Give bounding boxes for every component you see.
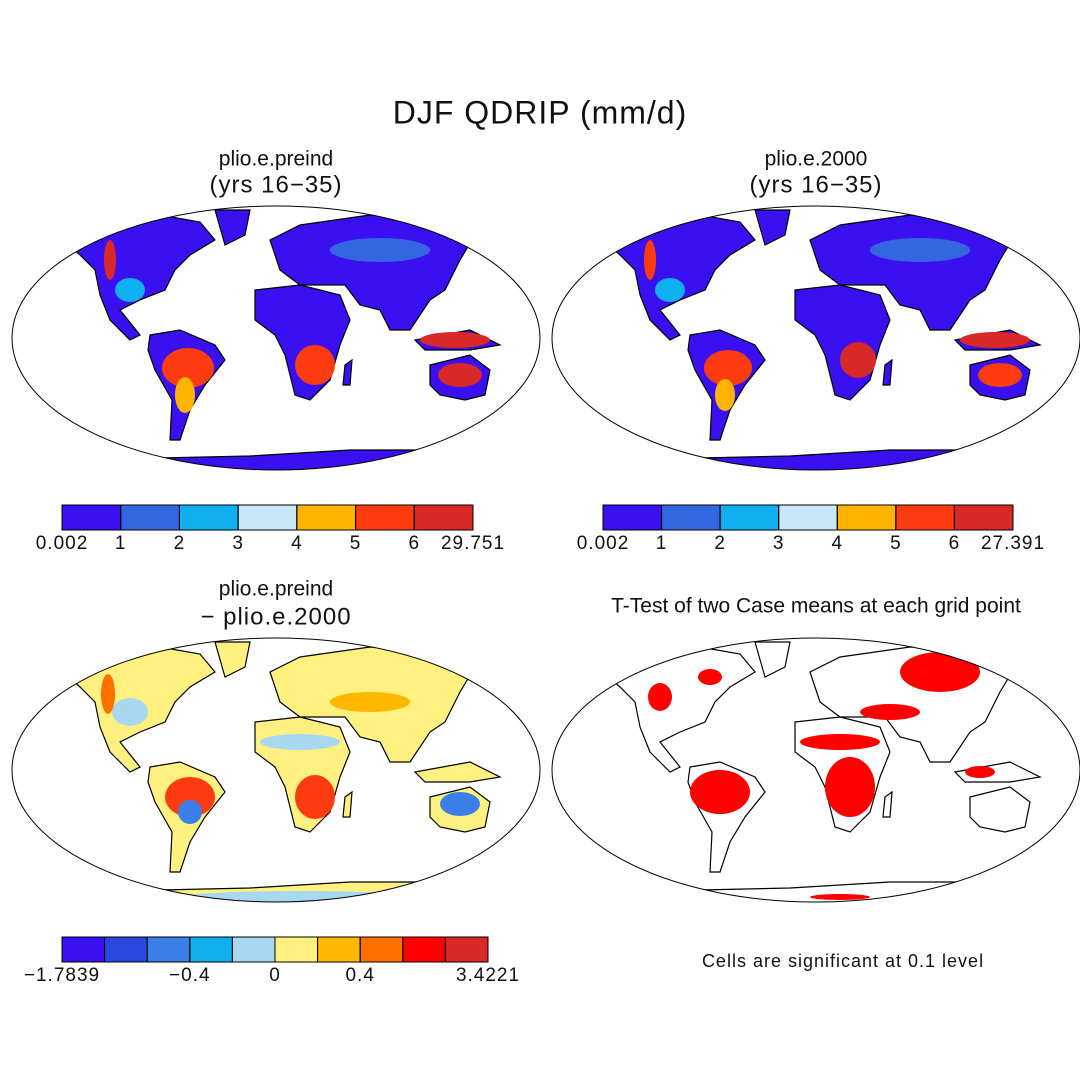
colorbar-swatch xyxy=(413,504,474,531)
colorbar-label: 6 xyxy=(408,533,420,554)
map xyxy=(64,209,501,470)
map-frame xyxy=(11,637,541,903)
colorbar-label: 2 xyxy=(174,533,186,554)
colorbar-swatch xyxy=(104,936,148,963)
panel-title: plio.e.2000 xyxy=(765,148,868,171)
map-frame xyxy=(11,205,541,471)
colorbar-swatch xyxy=(274,936,319,963)
panel-title: plio.e.preind xyxy=(219,578,333,601)
colorbar-label: −0.4 xyxy=(169,965,211,986)
colorbar-swatch xyxy=(402,936,446,963)
panel-subtitle: (yrs 16−35) xyxy=(209,171,342,198)
colorbar-swatch xyxy=(836,504,897,531)
map xyxy=(64,641,501,902)
colorbar-swatch xyxy=(355,504,415,531)
colorbar-swatch xyxy=(359,936,404,963)
colorbar-label: 3.4221 xyxy=(456,965,520,986)
colorbar-swatch xyxy=(317,936,361,963)
colorbar-label: 3 xyxy=(232,533,244,554)
colorbar-label: 27.391 xyxy=(981,533,1045,554)
colorbar-label: 3 xyxy=(773,533,785,554)
colorbar-swatch xyxy=(61,936,106,963)
colorbar-swatch xyxy=(178,504,239,531)
colorbar-label: 5 xyxy=(350,533,362,554)
colorbar-label: 0.002 xyxy=(577,533,630,554)
colorbar-swatch xyxy=(296,504,357,531)
colorbar-swatch xyxy=(719,504,780,531)
colorbar-swatch xyxy=(146,936,191,963)
colorbar-swatch xyxy=(953,504,1014,531)
colorbar-swatch xyxy=(120,504,180,531)
colorbar-label: 5 xyxy=(890,533,902,554)
figure-title: DJF QDRIP (mm/d) xyxy=(393,94,688,130)
map xyxy=(604,641,1041,902)
map-frame xyxy=(551,637,1080,903)
colorbar-swatch xyxy=(895,504,955,531)
colorbar-swatch xyxy=(61,504,122,531)
colorbar-label: 29.751 xyxy=(441,533,505,554)
colorbar-swatch xyxy=(237,504,298,531)
colorbar-label: 6 xyxy=(949,533,961,554)
colorbar-label: −1.7839 xyxy=(24,965,100,986)
map xyxy=(604,209,1041,470)
note: Cells are significant at 0.1 level xyxy=(702,951,984,971)
colorbar-label: 1 xyxy=(115,533,127,554)
colorbar-swatch xyxy=(778,504,838,531)
panel-subtitle: − plio.e.2000 xyxy=(200,603,351,630)
colorbar-swatch xyxy=(189,936,233,963)
panel-title: T-Test of two Case means at each grid po… xyxy=(611,595,1021,618)
panel-title: plio.e.preind xyxy=(219,148,333,171)
colorbar-label: 1 xyxy=(656,533,668,554)
colorbar-label: 0 xyxy=(269,965,281,986)
colorbar-label: 2 xyxy=(714,533,726,554)
colorbar-label: 0.4 xyxy=(345,965,374,986)
colorbar-swatch xyxy=(661,504,721,531)
colorbar-swatch xyxy=(602,504,663,531)
colorbar-label: 4 xyxy=(831,533,843,554)
panel-subtitle: (yrs 16−35) xyxy=(749,171,882,198)
colorbar-swatch xyxy=(231,936,276,963)
map-frame xyxy=(551,205,1080,471)
colorbar-swatch xyxy=(444,936,489,963)
colorbar-label: 4 xyxy=(291,533,303,554)
colorbar-label: 0.002 xyxy=(36,533,89,554)
